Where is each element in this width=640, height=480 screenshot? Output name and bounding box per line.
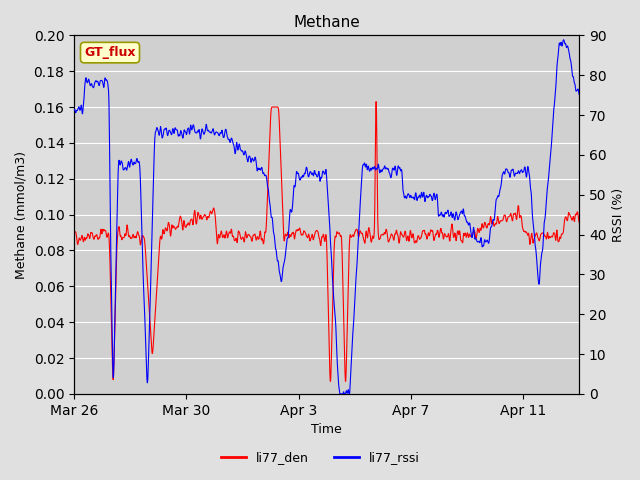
Text: GT_flux: GT_flux <box>84 46 136 59</box>
Legend: li77_den, li77_rssi: li77_den, li77_rssi <box>216 446 424 469</box>
Title: Methane: Methane <box>293 15 360 30</box>
X-axis label: Time: Time <box>311 423 342 436</box>
Y-axis label: Methane (mmol/m3): Methane (mmol/m3) <box>15 151 28 278</box>
Y-axis label: RSSI (%): RSSI (%) <box>612 188 625 242</box>
